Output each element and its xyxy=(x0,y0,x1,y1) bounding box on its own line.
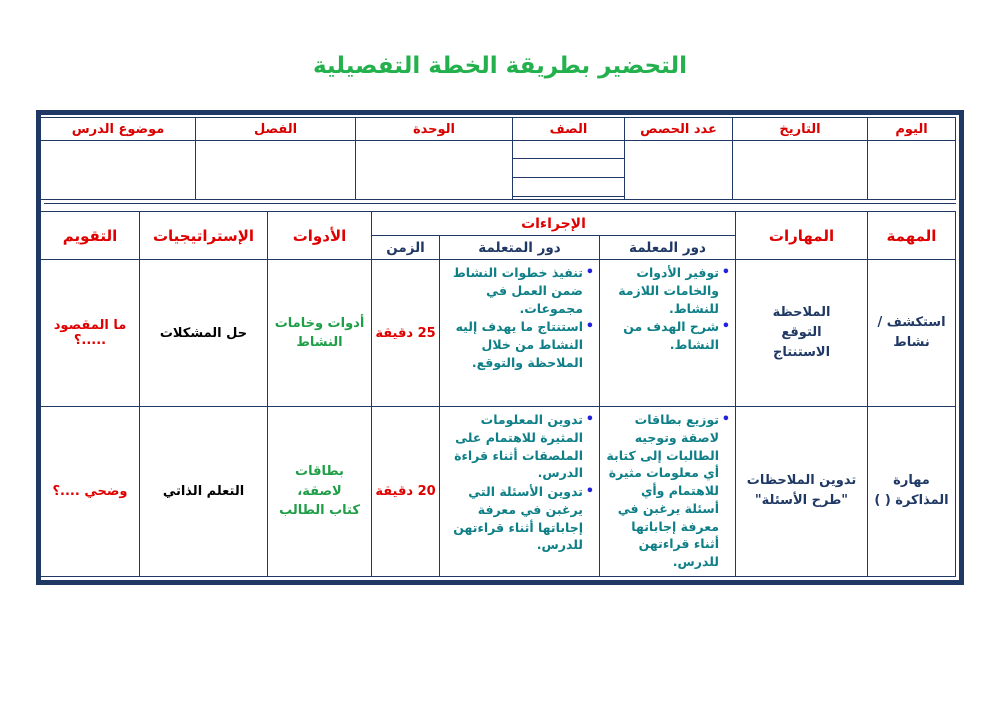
info-header-periods: عدد الحصص xyxy=(624,117,733,141)
tables-frame: اليوم التاريخ عدد الحصص الصف الوحدة الفص… xyxy=(36,110,964,585)
plan-row-note-taking: مهارة المذاكرة ( ) تدوين الملاحظات "طرح … xyxy=(40,406,956,577)
strategies-cell: التعلم الذاتي xyxy=(139,406,268,577)
skills-cell: تدوين الملاحظات "طرح الأسئلة" xyxy=(735,406,868,577)
plan-header-evaluation: التقويم xyxy=(40,211,140,260)
teacher-role-cell: توفير الأدوات والخامات اللازمة للنشاط.شر… xyxy=(599,259,736,407)
info-header-class: الصف xyxy=(512,117,625,141)
plan-header-tools: الأدوات xyxy=(267,211,372,260)
evaluation-cell: وضحي ....؟ xyxy=(40,406,140,577)
bullet-item: استنتاج ما يهدف إليه النشاط من خلال المل… xyxy=(443,318,594,371)
info-header-semester: الفصل xyxy=(195,117,356,141)
plan-header-row: المهمة المهارات الإجراءات الأدوات الإستر… xyxy=(40,211,956,260)
class-subrow-3[interactable] xyxy=(513,178,624,197)
info-value-topic[interactable] xyxy=(40,140,196,200)
info-value-day[interactable] xyxy=(867,140,956,200)
plan-subheader-row: دور المعلمة دور المتعلمة الزمن xyxy=(41,235,956,260)
info-value-unit[interactable] xyxy=(355,140,513,200)
lesson-plan-table: المهمة المهارات الإجراءات الأدوات الإستر… xyxy=(40,211,956,577)
section-divider-line xyxy=(44,203,956,204)
info-header-unit: الوحدة xyxy=(355,117,513,141)
tools-cell: بطاقات لاصقة، كتاب الطالب xyxy=(267,406,372,577)
time-cell: 25 دقيقة xyxy=(371,259,440,407)
bullet-item: تدوين المعلومات المثيرة للاهتمام على الم… xyxy=(443,411,594,482)
bullet-item: شرح الهدف من النشاط. xyxy=(603,318,730,354)
plan-row-explore-activity: استكشف / نشاط الملاحظة التوقع الاستنتاج … xyxy=(40,259,956,407)
info-value-periods[interactable] xyxy=(624,140,733,200)
teacher-role-cell: توزيع بطاقات لاصقة وتوجيه الطالبات إلى ك… xyxy=(599,406,736,577)
info-value-row xyxy=(40,140,956,200)
info-header-topic: موضوع الدرس xyxy=(40,117,196,141)
learner-role-cell: تدوين المعلومات المثيرة للاهتمام على الم… xyxy=(439,406,600,577)
page-title: التحضير بطريقة الخطة التفصيلية xyxy=(312,53,688,79)
bullet-item: توزيع بطاقات لاصقة وتوجيه الطالبات إلى ك… xyxy=(603,411,730,571)
info-value-class[interactable] xyxy=(512,140,625,200)
plan-header-time: الزمن xyxy=(371,235,440,260)
learner-role-cell: تنفيذ خطوات النشاط ضمن العمل في مجموعات.… xyxy=(439,259,600,407)
bullet-item: توفير الأدوات والخامات اللازمة للنشاط. xyxy=(603,264,730,317)
info-header-day: اليوم xyxy=(867,117,956,141)
task-cell: استكشف / نشاط xyxy=(867,259,956,407)
info-header-date: التاريخ xyxy=(732,117,868,141)
info-value-date[interactable] xyxy=(732,140,868,200)
bullet-item: تدوين الأسئلة التي يرغبن في معرفة إجابات… xyxy=(443,483,594,554)
info-value-semester[interactable] xyxy=(195,140,356,200)
plan-header-task: المهمة xyxy=(867,211,956,260)
class-subrow-2[interactable] xyxy=(513,159,624,178)
plan-header-procedures: الإجراءات xyxy=(371,211,736,236)
time-cell: 20 دقيقة xyxy=(371,406,440,577)
plan-header-learner-role: دور المتعلمة xyxy=(439,235,600,260)
plan-header-teacher-role: دور المعلمة xyxy=(599,235,736,260)
strategies-cell: حل المشكلات xyxy=(139,259,268,407)
tools-cell: أدوات وخامات النشاط xyxy=(267,259,372,407)
evaluation-cell: ما المقصود .....؟ xyxy=(40,259,140,407)
plan-header-skills: المهارات xyxy=(735,211,868,260)
class-subrow-1[interactable] xyxy=(513,142,624,159)
task-cell: مهارة المذاكرة ( ) xyxy=(867,406,956,577)
plan-header-strategies: الإستراتيجيات xyxy=(139,211,268,260)
bullet-item: تنفيذ خطوات النشاط ضمن العمل في مجموعات. xyxy=(443,264,594,317)
info-header-row: اليوم التاريخ عدد الحصص الصف الوحدة الفص… xyxy=(40,117,956,141)
lesson-info-table: اليوم التاريخ عدد الحصص الصف الوحدة الفص… xyxy=(40,117,956,200)
skills-cell: الملاحظة التوقع الاستنتاج xyxy=(735,259,868,407)
